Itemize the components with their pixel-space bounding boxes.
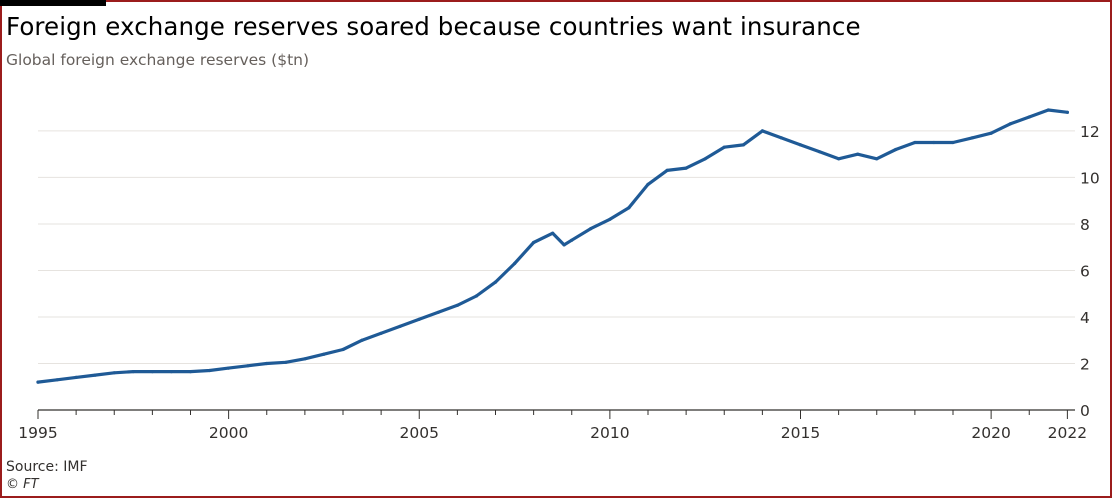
x-tick-label: 2000 <box>209 424 248 442</box>
copyright-note: © FT <box>6 477 39 492</box>
data-point <box>398 324 402 328</box>
data-point <box>1065 110 1069 114</box>
data-point <box>55 378 59 382</box>
data-point <box>169 370 173 374</box>
y-tick-label: 12 <box>1080 123 1100 141</box>
y-axis: 0 2 4 6 8 10 12 <box>1080 123 1100 420</box>
data-point <box>1008 122 1012 126</box>
data-point <box>741 143 745 147</box>
data-point <box>417 317 421 321</box>
data-point <box>562 243 566 247</box>
data-point <box>913 140 917 145</box>
data-point <box>551 231 555 235</box>
data-point <box>760 129 765 133</box>
data-point <box>818 150 822 154</box>
data-point <box>951 140 955 145</box>
data-point <box>875 157 879 161</box>
x-axis: 1995 2000 2005 2010 2015 2020 2022 <box>18 409 1087 442</box>
data-point <box>1046 108 1050 112</box>
data-point <box>665 168 669 172</box>
brand-bar <box>0 0 106 6</box>
data-point <box>131 370 135 374</box>
data-point <box>112 371 116 375</box>
data-point <box>970 136 974 140</box>
chart-title: Foreign exchange reserves soared because… <box>6 12 861 41</box>
x-tick-label: 2015 <box>781 424 820 442</box>
data-point <box>36 380 40 384</box>
y-tick-label: 4 <box>1080 309 1090 327</box>
data-point <box>150 370 154 374</box>
series-line <box>36 108 1069 384</box>
data-point <box>570 238 574 242</box>
data-point <box>589 227 593 231</box>
data-point <box>322 352 326 356</box>
data-point <box>208 368 212 373</box>
data-point <box>341 347 345 352</box>
data-point <box>932 140 936 145</box>
data-point <box>188 370 193 374</box>
data-point <box>493 280 498 284</box>
data-point <box>379 331 383 335</box>
y-tick-label: 0 <box>1080 402 1090 420</box>
data-point <box>722 145 726 149</box>
data-point <box>1027 115 1031 119</box>
data-point <box>284 360 288 364</box>
y-tick-label: 2 <box>1080 355 1090 373</box>
x-tick-label: 2005 <box>400 424 439 442</box>
gridlines <box>38 130 1075 364</box>
data-point <box>703 157 707 161</box>
data-point <box>360 338 364 342</box>
data-point <box>265 361 269 366</box>
source-note: Source: IMF <box>6 459 88 475</box>
data-point <box>989 131 993 135</box>
line-chart: 1995 2000 2005 2010 2015 2020 2022 0 2 4 6 8 10 12 <box>18 108 1100 442</box>
data-point <box>779 136 784 140</box>
y-tick-label: 8 <box>1080 216 1090 234</box>
data-point <box>646 182 650 186</box>
series-layer <box>36 108 1069 384</box>
x-tick-label: 2020 <box>971 424 1010 442</box>
data-point <box>436 310 440 314</box>
data-point <box>532 240 536 245</box>
data-point <box>856 152 860 156</box>
data-point <box>455 303 459 307</box>
x-tick-label: 1995 <box>18 424 57 442</box>
y-tick-label: 10 <box>1080 169 1100 187</box>
y-tick-label: 6 <box>1080 262 1090 280</box>
data-point <box>227 366 231 370</box>
data-point <box>837 157 841 161</box>
data-point <box>74 375 78 379</box>
data-point <box>93 373 97 377</box>
data-point <box>246 364 250 368</box>
data-point <box>474 294 478 298</box>
data-point <box>798 143 803 147</box>
x-tick-label: 2022 <box>1048 424 1087 442</box>
x-tick-label: 2010 <box>590 424 629 442</box>
data-point <box>684 166 688 170</box>
data-point <box>303 357 307 361</box>
data-point <box>894 147 898 152</box>
data-point <box>513 261 517 266</box>
data-point <box>627 206 631 210</box>
chart-subtitle: Global foreign exchange reserves ($tn) <box>6 51 310 69</box>
data-point <box>608 217 612 221</box>
